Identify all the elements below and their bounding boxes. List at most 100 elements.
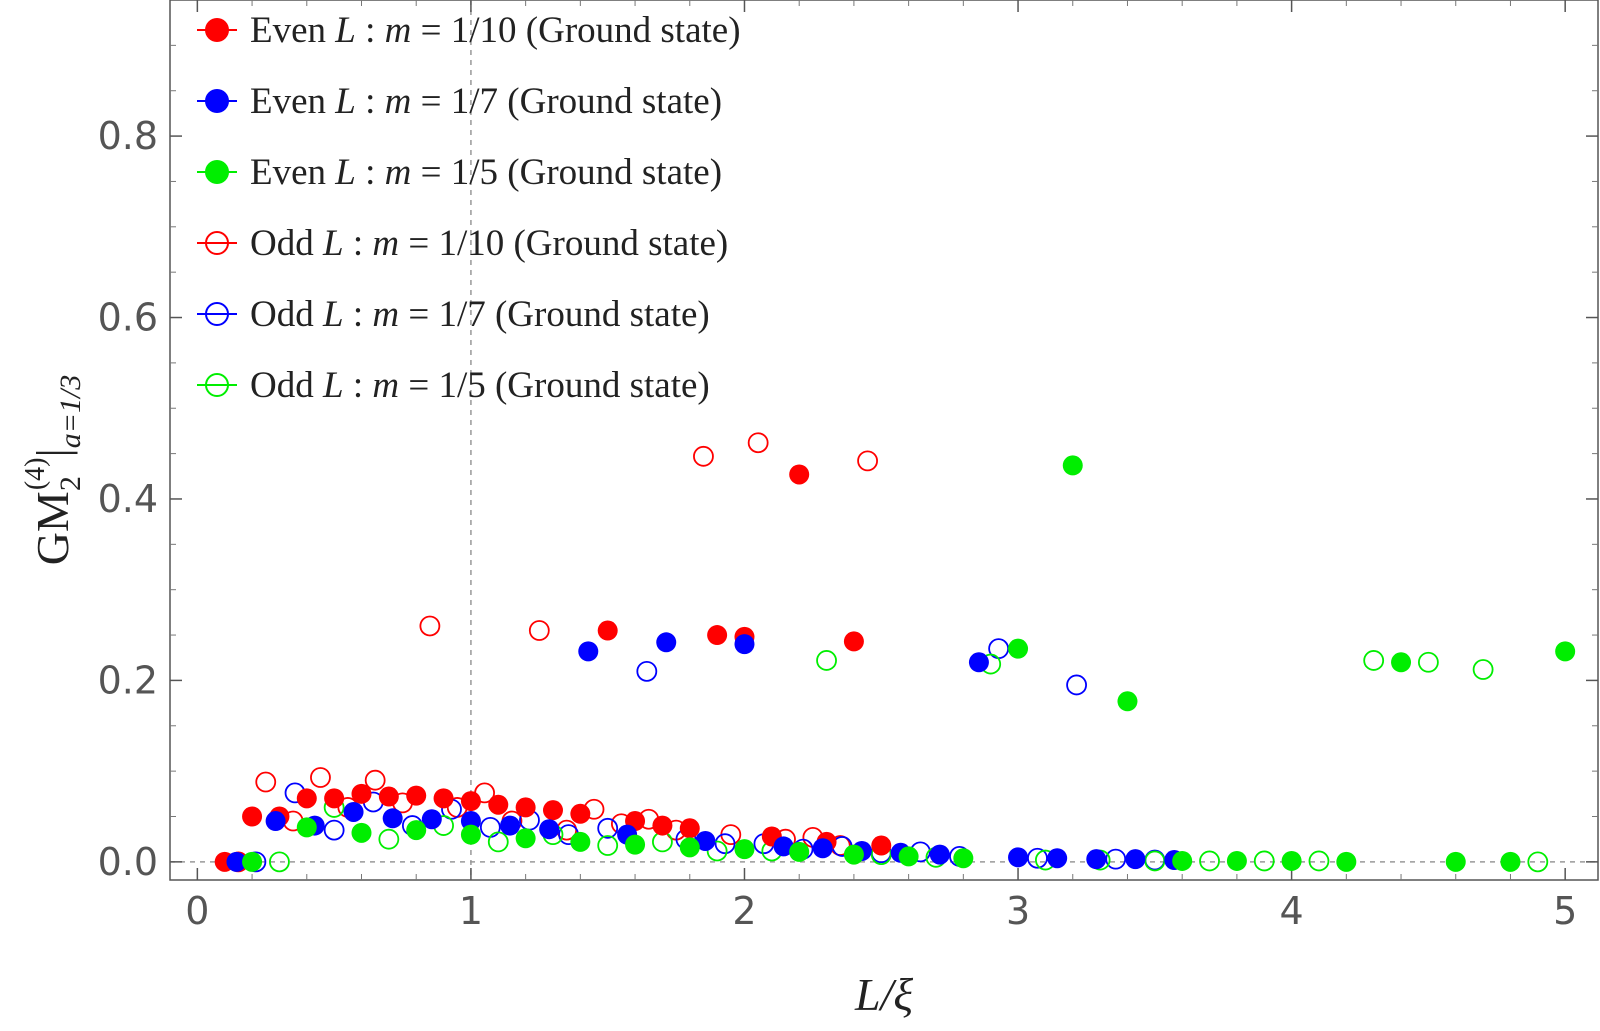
y-axis-title-eval-bar: | — [27, 448, 78, 457]
x-axis-title: L/ξ — [854, 969, 913, 1020]
open-point — [1527, 851, 1549, 873]
filled-point — [351, 822, 372, 843]
legend-label: Odd L : m = 1/5 (Ground state) — [250, 365, 710, 406]
legend-entry: Odd L : m = 1/7 (Ground state) — [197, 294, 710, 335]
y-tick-label: 0.4 — [98, 477, 158, 521]
open-point — [816, 650, 837, 671]
filled-point — [570, 803, 591, 824]
filled-point — [296, 788, 317, 809]
filled-point — [1125, 849, 1146, 870]
legend-label: Odd L : m = 1/7 (Ground state) — [250, 294, 710, 335]
legend-marker — [205, 231, 229, 255]
y-axis-title-eval-subscript: a=1/3 — [54, 375, 87, 449]
filled-point — [1172, 850, 1193, 871]
filled-point — [898, 846, 919, 867]
filled-point — [296, 817, 317, 838]
filled-point — [656, 632, 677, 653]
legend-label: Even L : m = 1/10 (Ground state) — [250, 10, 741, 51]
legend-label: Odd L : m = 1/10 (Ground state) — [250, 223, 728, 264]
legend-marker — [205, 302, 229, 326]
filled-point — [1008, 847, 1029, 868]
legend: Even L : m = 1/10 (Ground state) Even L :… — [197, 10, 741, 406]
filled-point — [707, 625, 728, 646]
filled-point — [734, 634, 755, 655]
legend-marker — [205, 89, 229, 113]
legend-marker — [205, 18, 229, 42]
filled-point — [242, 806, 263, 827]
filled-point — [1008, 638, 1029, 659]
open-point — [636, 660, 658, 682]
filled-point — [515, 828, 536, 849]
filled-point — [1500, 851, 1521, 872]
filled-point — [652, 815, 673, 836]
filled-point — [1336, 851, 1357, 872]
filled-point — [343, 801, 364, 822]
open-point — [487, 831, 509, 853]
open-point — [419, 615, 441, 637]
filled-point — [570, 831, 591, 852]
filled-point — [1281, 850, 1302, 871]
open-point — [323, 819, 345, 841]
y-axis-title: GM2(4)|a=1/3 — [20, 375, 87, 566]
open-point — [597, 835, 619, 856]
filled-point — [1445, 851, 1466, 872]
legend-entry: Even L : m = 1/5 (Ground state) — [197, 152, 722, 193]
filled-point — [539, 819, 560, 840]
filled-point — [460, 791, 481, 812]
filled-point — [460, 824, 481, 845]
x-tick-label: 0 — [185, 889, 209, 933]
filled-point — [773, 836, 794, 857]
legend-entry: Even L : m = 1/10 (Ground state) — [197, 10, 741, 51]
open-point — [1144, 850, 1166, 872]
open-point — [1417, 651, 1439, 673]
filled-point — [843, 631, 864, 652]
x-tick-label: 5 — [1553, 889, 1577, 933]
open-point — [714, 833, 736, 855]
open-point — [378, 828, 400, 850]
open-point — [528, 620, 550, 641]
filled-point — [789, 841, 810, 862]
open-point — [1066, 674, 1087, 696]
filled-point — [406, 785, 427, 806]
filled-point — [968, 652, 989, 673]
filled-point — [871, 835, 892, 856]
x-tick-label: 4 — [1280, 889, 1304, 933]
open-point — [255, 771, 277, 793]
filled-point — [578, 641, 599, 662]
filled-point — [378, 786, 399, 807]
filled-point — [488, 794, 509, 815]
filled-point — [812, 838, 833, 859]
y-tick-label: 0.2 — [98, 658, 158, 702]
data-points — [214, 432, 1576, 873]
filled-point — [597, 620, 618, 641]
series-2-filled — [242, 455, 1576, 872]
open-point — [364, 769, 386, 791]
filled-point — [324, 788, 345, 809]
open-point — [693, 445, 714, 467]
y-axis-title-subscript: 2 — [54, 476, 87, 491]
filled-point — [929, 844, 950, 865]
open-point — [747, 432, 769, 454]
filled-point — [625, 834, 646, 855]
filled-point — [1391, 652, 1412, 673]
filled-point — [542, 800, 563, 821]
y-axis-title-main: GM — [27, 491, 78, 565]
filled-point — [953, 848, 974, 869]
open-point — [706, 840, 728, 862]
legend-marker — [205, 160, 229, 184]
filled-point — [433, 788, 454, 809]
filled-point — [351, 783, 372, 804]
filled-point — [515, 797, 536, 818]
plot-frame — [169, 0, 1599, 881]
filled-point — [679, 837, 700, 858]
legend-marker — [205, 373, 229, 397]
legend-entry: Even L : m = 1/7 (Ground state) — [197, 81, 722, 122]
y-axis-title-superscript: (4) — [20, 458, 51, 491]
open-point — [310, 767, 331, 788]
x-axis: 0 1 2 3 4 5 — [185, 0, 1577, 933]
filled-point — [406, 820, 427, 841]
filled-point — [789, 464, 810, 485]
x-tick-label: 3 — [1006, 889, 1030, 933]
filled-point — [1117, 691, 1138, 712]
